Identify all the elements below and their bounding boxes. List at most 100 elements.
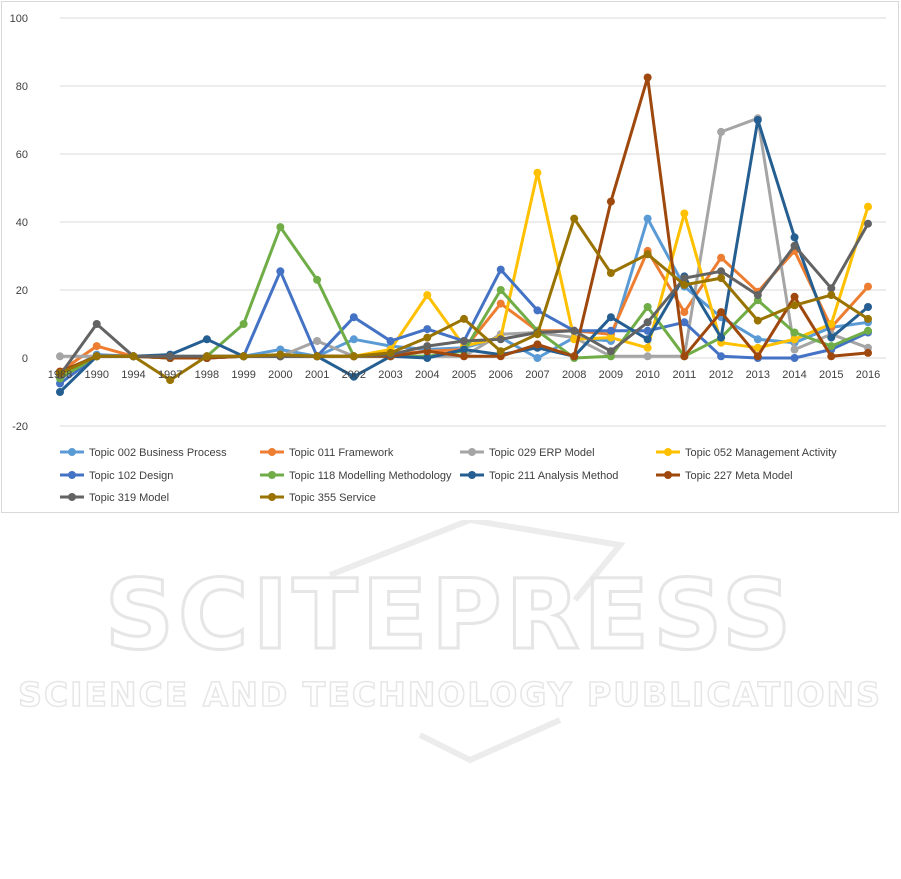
data-point <box>460 337 468 345</box>
legend-label: Topic 029 ERP Model <box>489 447 595 459</box>
data-point <box>717 127 726 136</box>
data-point <box>827 352 836 361</box>
data-point <box>643 214 652 223</box>
y-tick-label: 80 <box>16 81 28 93</box>
x-tick-label: 2006 <box>488 369 512 381</box>
data-point <box>680 209 689 218</box>
data-point <box>864 219 872 228</box>
data-point <box>827 284 836 293</box>
data-point <box>386 348 395 357</box>
grid-lines <box>60 17 886 427</box>
data-point <box>790 241 799 250</box>
legend-item: Topic 011 Framework <box>260 447 394 459</box>
data-point <box>643 318 652 327</box>
x-axis-ticks: 1988 1990 1994 1997 1998 1999 2000 2001 2002 2003… <box>48 369 880 381</box>
data-point <box>753 343 762 352</box>
data-point <box>533 354 542 362</box>
line-chart: -20 0 20 40 60 80 100 1988 1990 1994 1997 1998 1999… <box>10 13 886 504</box>
data-point <box>313 337 322 345</box>
data-point <box>606 197 615 206</box>
legend: Topic 002 Business Process Topic 011 Fram… <box>60 447 837 504</box>
data-point <box>349 372 358 381</box>
data-point <box>460 345 468 354</box>
data-point <box>790 335 799 344</box>
data-point <box>313 352 322 361</box>
legend-swatch-marker <box>664 471 672 479</box>
x-tick-label: 2014 <box>782 369 806 381</box>
legend-swatch-marker <box>68 471 76 479</box>
data-point <box>276 223 285 232</box>
x-tick-label: 2008 <box>562 369 586 381</box>
data-point <box>680 274 689 283</box>
x-tick-label: 2016 <box>856 369 880 381</box>
data-point <box>202 335 211 344</box>
data-point <box>643 250 652 259</box>
legend-label: Topic 052 Management Activity <box>685 447 837 459</box>
data-point <box>827 320 836 328</box>
data-point <box>239 352 248 361</box>
data-point <box>423 333 432 342</box>
data-point <box>166 352 175 361</box>
legend-item: Topic 227 Meta Model <box>656 470 793 482</box>
data-point <box>717 352 726 361</box>
y-tick-label: 0 <box>22 353 28 365</box>
x-tick-label: 2012 <box>709 369 733 381</box>
data-point <box>864 348 872 357</box>
data-point <box>166 376 175 385</box>
data-point <box>790 233 799 242</box>
data-point <box>129 352 138 361</box>
data-point <box>717 267 726 276</box>
x-tick-label: 2007 <box>525 369 549 381</box>
data-point <box>313 275 322 284</box>
legend-swatch-marker <box>68 448 76 456</box>
x-tick-label: 1990 <box>84 369 108 381</box>
x-tick-label: 2011 <box>673 369 697 381</box>
data-point <box>276 350 285 359</box>
data-point <box>349 335 358 344</box>
data-point <box>56 352 64 361</box>
data-point <box>92 342 101 351</box>
data-point <box>239 320 248 328</box>
data-point <box>790 292 799 301</box>
data-point <box>717 253 726 262</box>
data-point <box>717 333 726 342</box>
x-tick-label: 2005 <box>452 369 476 381</box>
data-point <box>56 388 64 396</box>
data-point <box>533 330 542 339</box>
series-7 <box>56 73 872 376</box>
data-point <box>386 337 395 345</box>
data-point <box>717 274 726 283</box>
data-point <box>753 316 762 325</box>
legend-label: Topic 118 Modelling Methodology <box>289 470 452 482</box>
data-point <box>864 282 872 291</box>
data-point <box>92 352 101 361</box>
x-tick-label: 2015 <box>819 369 843 381</box>
data-point <box>496 347 505 356</box>
data-point <box>643 352 652 361</box>
data-point <box>570 326 579 335</box>
data-point <box>753 116 762 124</box>
x-tick-label: 1999 <box>231 369 255 381</box>
y-tick-label: 40 <box>16 217 28 229</box>
legend-label: Topic 011 Framework <box>289 447 394 459</box>
x-tick-label: 1998 <box>195 369 219 381</box>
legend-item: Topic 355 Service <box>260 492 376 504</box>
data-point <box>496 286 505 294</box>
x-tick-label: 2004 <box>415 369 439 381</box>
legend-swatch-marker <box>468 448 476 456</box>
legend-item: Topic 002 Business Process <box>60 447 227 459</box>
legend-label: Topic 355 Service <box>289 492 376 504</box>
data-point <box>533 340 542 349</box>
legend-swatch-marker <box>268 493 276 501</box>
data-point <box>606 326 615 335</box>
data-point <box>570 352 579 361</box>
data-point <box>423 342 432 351</box>
x-tick-label: 2003 <box>378 369 402 381</box>
series-2 <box>56 114 872 362</box>
data-point <box>92 320 101 328</box>
legend-swatch-marker <box>68 493 76 501</box>
publisher-watermark: SCITEPRESS SCIENCE AND TECHNOLOGY PUBLIC… <box>17 520 882 764</box>
svg-text:SCIENCE AND TECHNOLOGY PUBLICA: SCIENCE AND TECHNOLOGY PUBLICATIONS <box>18 675 882 714</box>
legend-swatch-marker <box>468 471 476 479</box>
x-tick-label: 2009 <box>599 369 623 381</box>
